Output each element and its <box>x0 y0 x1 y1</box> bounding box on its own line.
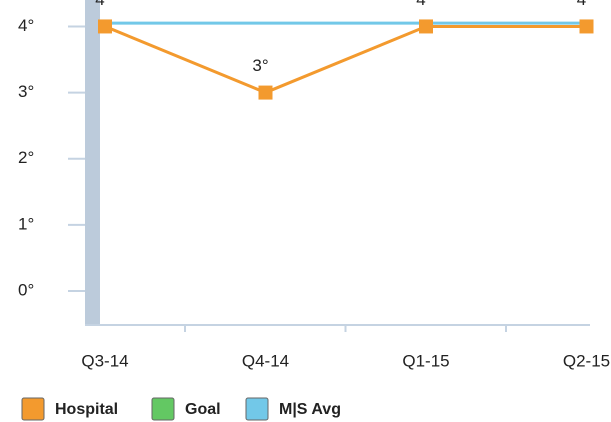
legend-swatch <box>151 397 175 421</box>
y-axis-band <box>85 0 100 325</box>
x-tick-label: Q3-14 <box>81 351 128 370</box>
x-tick-label: Q2-15 <box>563 351 610 370</box>
marker <box>579 19 594 34</box>
legend-swatch <box>21 397 45 421</box>
y-tick-label: 1° <box>18 214 34 233</box>
y-tick-label: 0° <box>18 280 34 299</box>
legend-label: Goal <box>185 401 221 418</box>
x-tick-label: Q1-15 <box>402 351 449 370</box>
data-label: 4 <box>416 0 425 9</box>
marker <box>258 85 273 100</box>
legend-swatch <box>245 397 269 421</box>
legend-label: Hospital <box>55 401 118 418</box>
series-line <box>104 24 587 95</box>
marker <box>98 19 112 34</box>
legend-label: M|S Avg <box>279 401 341 418</box>
y-tick-label: 2° <box>18 148 34 167</box>
y-tick-label: 4° <box>18 16 34 35</box>
data-label: 4 <box>577 0 586 9</box>
data-label: 3° <box>252 56 268 75</box>
data-label: 4 <box>95 0 104 9</box>
marker <box>419 19 433 34</box>
x-tick-label: Q4-14 <box>242 351 289 370</box>
y-tick-label: 3° <box>18 82 34 101</box>
